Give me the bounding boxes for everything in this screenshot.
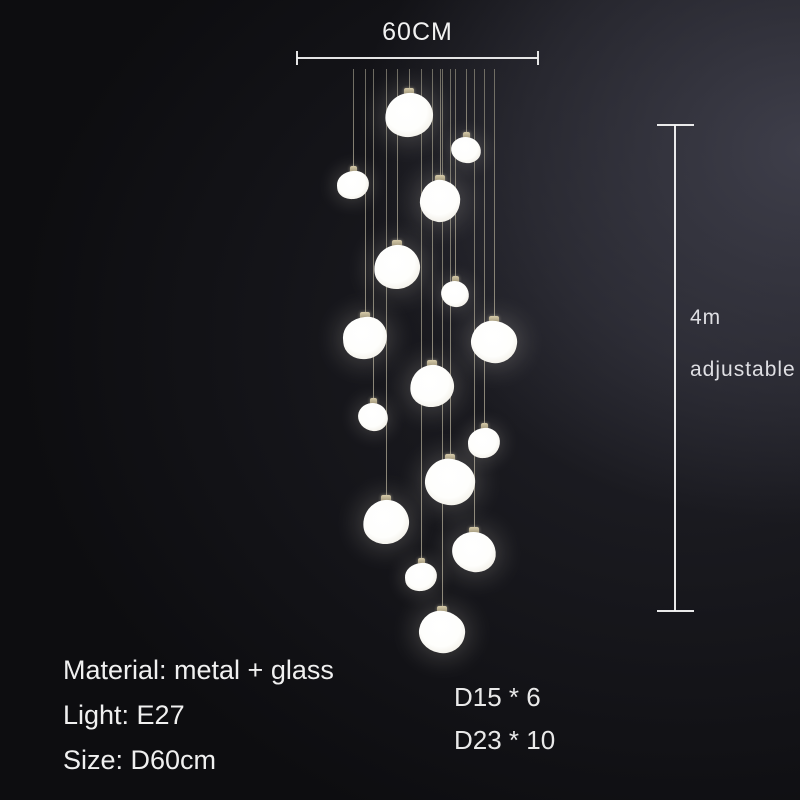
pendant-globe-d23 xyxy=(360,497,412,547)
specs-left: Material: metal + glass Light: E27 Size:… xyxy=(63,648,334,783)
pendant-globe-d15 xyxy=(439,279,471,309)
pendant-wire xyxy=(420,69,422,562)
lamp-cap xyxy=(451,276,459,283)
lamp-cap xyxy=(360,312,370,319)
pendant-globe-d23 xyxy=(416,176,464,226)
pendant-wire xyxy=(439,69,441,179)
lamp-cap xyxy=(462,132,470,139)
spec-size: Size: D60cm xyxy=(63,745,217,775)
right-dimension-cap-bottom xyxy=(657,610,694,612)
pendant-wire xyxy=(473,69,475,531)
right-dimension-label: 4m adjustable xyxy=(690,305,795,383)
lamp-cap xyxy=(435,175,445,182)
lamp-cap xyxy=(489,316,499,323)
pendant-globe-d15 xyxy=(466,426,502,460)
lamp-cap xyxy=(404,88,414,95)
pendant-globe-d23 xyxy=(421,455,479,509)
pendant-wire xyxy=(396,69,398,244)
lamp-cap xyxy=(427,360,437,367)
lamp-cap xyxy=(445,454,455,461)
specs-right: D15 * 6 D23 * 10 xyxy=(454,676,555,762)
lamp-cap xyxy=(417,558,425,565)
pendant-globe-d23 xyxy=(341,315,389,361)
pendant-globe-d23 xyxy=(467,317,521,367)
pendant-wire xyxy=(483,69,485,427)
pendant-globe-d23 xyxy=(415,607,469,657)
pendant-globe-d15 xyxy=(404,561,438,593)
pendant-wire xyxy=(372,69,374,402)
pendant-globe-d23 xyxy=(450,529,498,575)
spec-count-d15: D15 * 6 xyxy=(454,682,541,712)
pendant-wire xyxy=(454,69,456,280)
top-dimension-tick-right xyxy=(537,51,539,65)
right-dimension-cap-top xyxy=(657,124,694,126)
spec-material: Material: metal + glass xyxy=(63,655,334,685)
top-dimension-label: 60CM xyxy=(382,18,453,46)
top-dimension-tick-left xyxy=(296,51,298,65)
lamp-cap xyxy=(349,166,357,173)
pendant-wire xyxy=(465,69,467,136)
right-dimension-label-adjustable: adjustable xyxy=(690,358,796,381)
pendant-wire xyxy=(408,69,410,92)
spec-count-d23: D23 * 10 xyxy=(454,725,556,755)
lamp-cap xyxy=(369,398,377,405)
lamp-cap xyxy=(381,495,391,502)
pendant-globe-d23 xyxy=(371,242,423,292)
lamp-cap xyxy=(469,527,479,534)
pendant-globe-d15 xyxy=(356,401,390,433)
spec-light: Light: E27 xyxy=(63,700,185,730)
pendant-wire xyxy=(441,69,443,610)
pendant-wire xyxy=(352,69,354,170)
lamp-cap xyxy=(437,606,447,613)
pendant-wire xyxy=(449,69,451,458)
lamp-cap xyxy=(480,423,488,430)
lamp-cap xyxy=(392,240,402,247)
right-dimension-line xyxy=(674,125,676,611)
pendant-wire xyxy=(493,69,495,320)
top-dimension-line xyxy=(297,57,538,59)
pendant-globe-d23 xyxy=(382,89,436,141)
right-dimension-label-height: 4m xyxy=(690,306,722,329)
